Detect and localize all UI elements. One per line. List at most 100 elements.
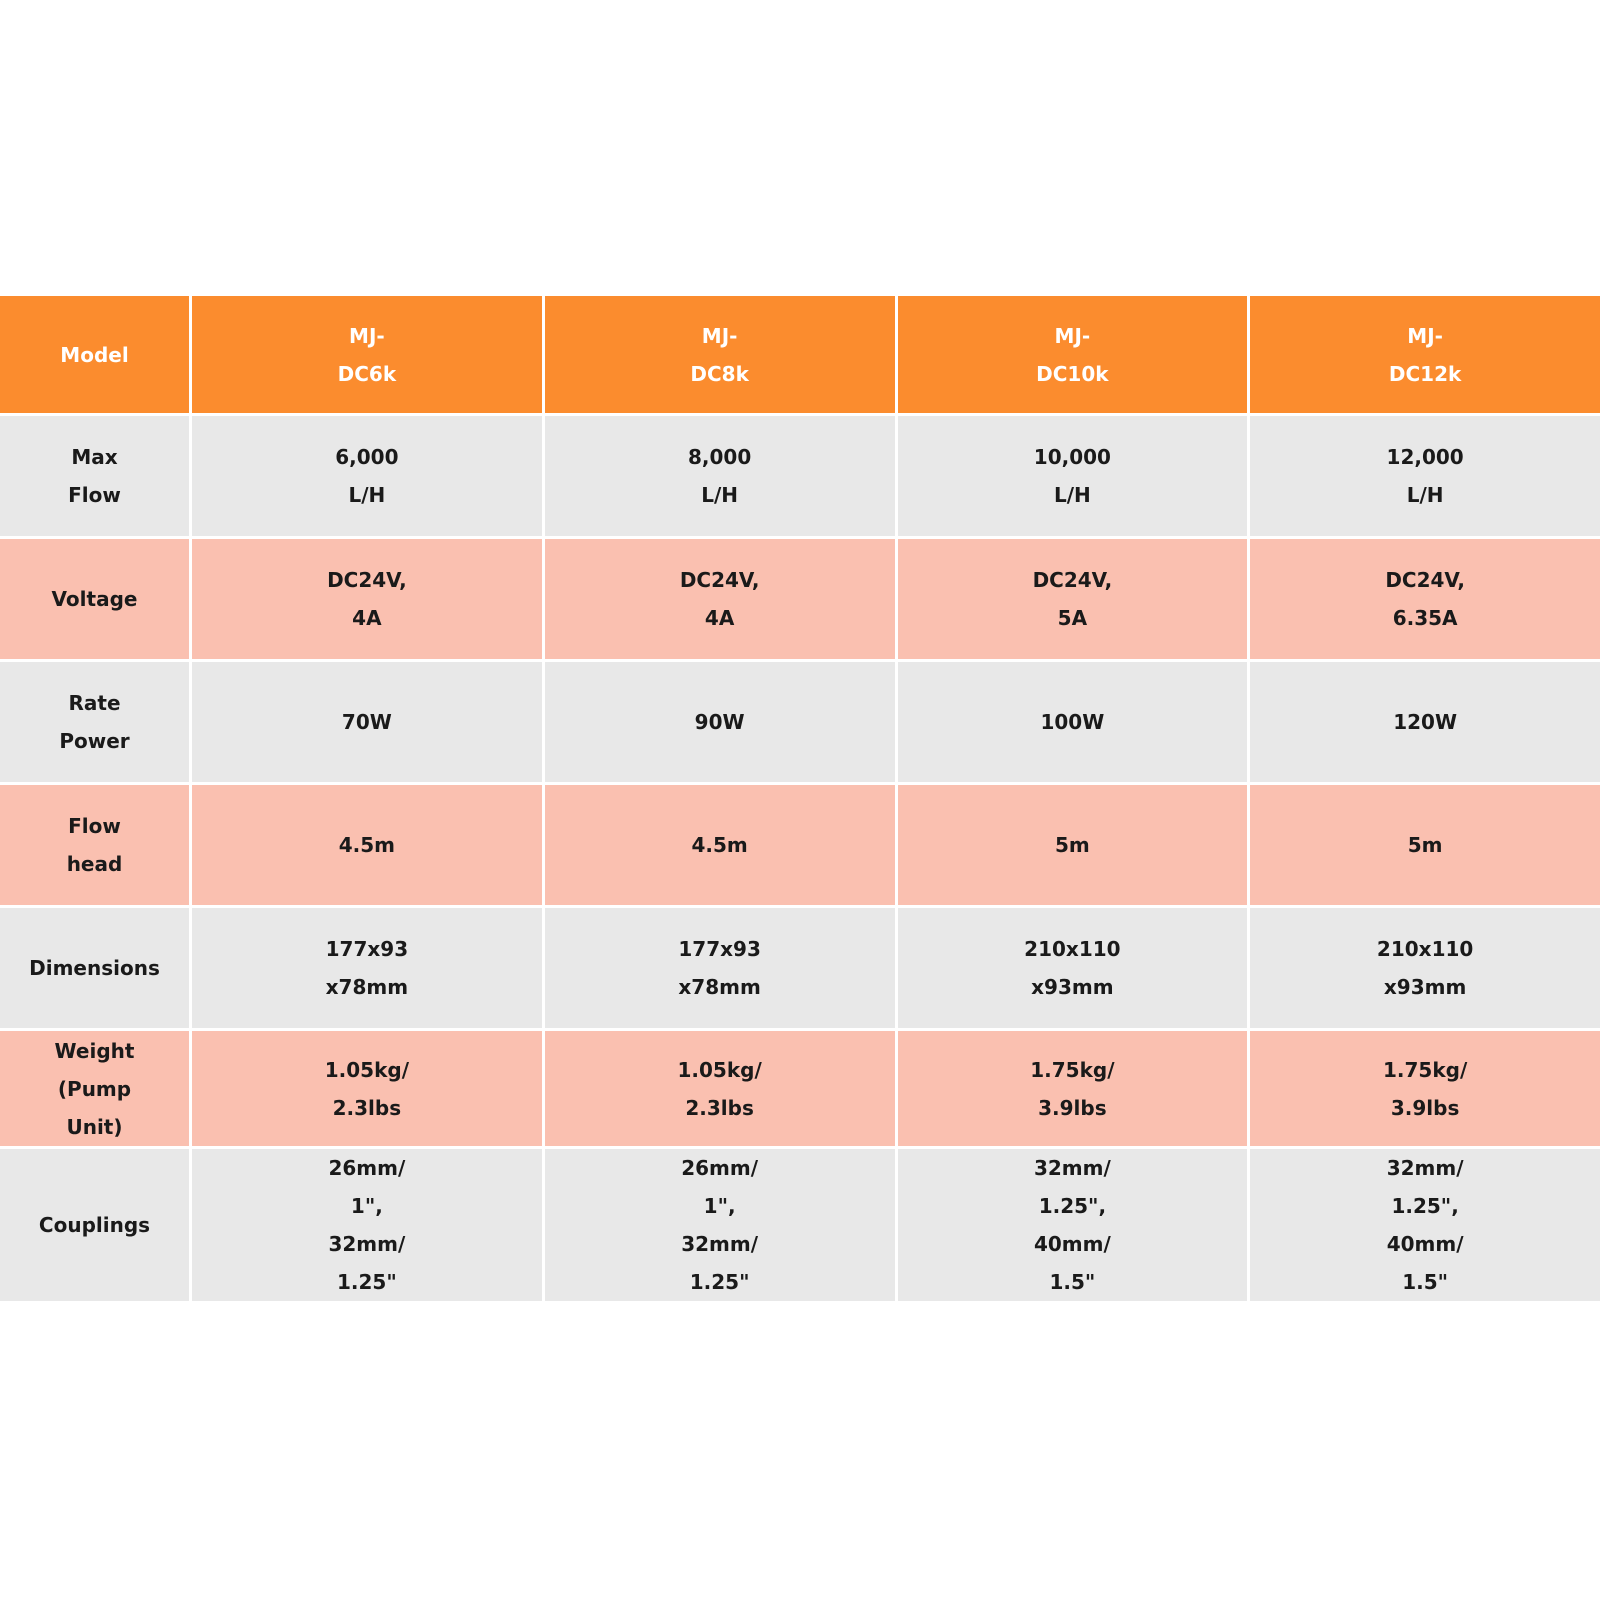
cell-text: Couplings: [38, 1213, 151, 1237]
cell-text: 1.25": [336, 1270, 397, 1294]
cell: 210x110 x93mm: [897, 908, 1248, 1028]
cell-text: 40mm/: [1033, 1232, 1111, 1256]
table-row: Model MJ- DC6k MJ- DC8k MJ- DC10k MJ- DC12k: [0, 296, 1600, 413]
cell: MJ- DC12k: [1250, 296, 1600, 413]
cell-text: 32mm/: [1386, 1156, 1464, 1180]
cell-text: Flow: [68, 483, 121, 507]
cell: 8,000 L/H: [544, 416, 895, 536]
cell-text: MJ-: [349, 323, 385, 348]
cell-text: head: [66, 852, 123, 876]
cell-text: 1.75kg/: [1030, 1057, 1115, 1082]
row-label: Voltage: [0, 539, 189, 659]
cell: DC24V, 4A: [544, 539, 895, 659]
row-label: Model: [0, 296, 189, 413]
cell-text: 1.05kg/: [324, 1057, 410, 1082]
cell: DC24V, 6.35A: [1250, 539, 1600, 659]
cell-text: DC10k: [1036, 361, 1109, 386]
cell-text: 26mm/: [681, 1156, 759, 1180]
cell: DC24V, 4A: [192, 539, 542, 659]
cell: 10,000 L/H: [897, 416, 1248, 536]
cell-text: 6.35A: [1392, 606, 1458, 630]
cell-text: 70W: [341, 710, 392, 734]
cell-text: Dimensions: [29, 956, 160, 980]
cell: 4.5m: [192, 785, 542, 905]
cell-text: 40mm/: [1386, 1232, 1464, 1256]
cell: 177x93 x78mm: [192, 908, 542, 1028]
row-label: Flow head: [0, 785, 189, 905]
cell-text: 4A: [704, 606, 735, 630]
cell-text: 1.5": [1049, 1270, 1096, 1294]
cell-text: 2.3lbs: [685, 1095, 754, 1120]
cell: 12,000 L/H: [1250, 416, 1600, 536]
cell-text: 10,000: [1033, 445, 1111, 469]
cell-text: 1",: [350, 1194, 383, 1218]
table-row: Rate Power 70W 90W 100W 120W: [0, 662, 1600, 782]
cell-text: x93mm: [1031, 975, 1114, 999]
cell: MJ- DC8k: [544, 296, 895, 413]
cell-text: 5m: [1407, 833, 1443, 857]
cell-text: 2.3lbs: [332, 1095, 402, 1120]
spec-table: Model MJ- DC6k MJ- DC8k MJ- DC10k MJ- DC12k Max Fl…: [0, 293, 1600, 1304]
cell-text: 1.25",: [1038, 1194, 1107, 1218]
cell-text: 4.5m: [691, 833, 748, 857]
cell-text: (Pump: [57, 1076, 132, 1101]
cell-text: 3.9lbs: [1038, 1095, 1107, 1120]
cell: 90W: [544, 662, 895, 782]
cell: 32mm/1.25", 40mm/1.5": [1250, 1149, 1600, 1301]
cell-text: 5m: [1054, 833, 1090, 857]
table-row: Weight (Pump Unit) 1.05kg/2.3lbs 1.05kg/2.3l…: [0, 1031, 1600, 1146]
row-label: Rate Power: [0, 662, 189, 782]
cell-text: x78mm: [678, 975, 761, 999]
cell-text: Voltage: [51, 587, 138, 611]
cell-text: 1.05kg/: [677, 1057, 762, 1082]
cell: 177x93 x78mm: [544, 908, 895, 1028]
cell-text: DC24V,: [679, 568, 760, 592]
cell-text: DC6k: [337, 361, 397, 386]
table-row: Couplings 26mm/1", 32mm/1.25" 26mm/1", 32mm/…: [0, 1149, 1600, 1301]
cell-text: 32mm/: [681, 1232, 759, 1256]
cell: 5m: [897, 785, 1248, 905]
cell-text: 4.5m: [338, 833, 396, 857]
cell: 1.75kg/3.9lbs: [1250, 1031, 1600, 1146]
cell: 1.05kg/2.3lbs: [544, 1031, 895, 1146]
cell-text: Model: [60, 342, 129, 367]
cell-text: L/H: [1053, 483, 1091, 507]
cell: MJ- DC6k: [192, 296, 542, 413]
cell-text: 1",: [703, 1194, 736, 1218]
cell: 32mm/1.25", 40mm/1.5": [897, 1149, 1248, 1301]
cell: 26mm/1", 32mm/1.25": [192, 1149, 542, 1301]
table-row: Flow head 4.5m 4.5m 5m 5m: [0, 785, 1600, 905]
cell: 100W: [897, 662, 1248, 782]
cell-text: 177x93: [325, 937, 409, 961]
cell: 6,000 L/H: [192, 416, 542, 536]
cell-text: DC24V,: [1032, 568, 1113, 592]
cell-text: Weight: [54, 1038, 135, 1063]
cell-text: 12,000: [1386, 445, 1464, 469]
cell-text: 26mm/: [328, 1156, 406, 1180]
cell-text: DC8k: [690, 361, 749, 386]
cell-text: Max: [71, 445, 118, 469]
cell: DC24V, 5A: [897, 539, 1248, 659]
cell-text: 32mm/: [1033, 1156, 1111, 1180]
cell: 1.75kg/3.9lbs: [897, 1031, 1248, 1146]
cell-text: Rate: [68, 691, 121, 715]
cell: 120W: [1250, 662, 1600, 782]
cell-text: L/H: [701, 483, 739, 507]
row-label: Weight (Pump Unit): [0, 1031, 189, 1146]
cell-text: 6,000: [335, 445, 399, 469]
cell: 1.05kg/2.3lbs: [192, 1031, 542, 1146]
cell-text: MJ-: [1407, 323, 1443, 348]
cell-text: DC12k: [1388, 361, 1462, 386]
cell-text: 120W: [1393, 710, 1458, 734]
cell: 5m: [1250, 785, 1600, 905]
cell-text: Flow: [68, 814, 121, 838]
cell-text: 177x93: [678, 937, 761, 961]
cell-text: Power: [59, 729, 130, 753]
cell-text: 1.25": [689, 1270, 750, 1294]
cell-text: 8,000: [687, 445, 752, 469]
cell-text: L/H: [348, 483, 386, 507]
table-row: Voltage DC24V, 4A DC24V, 4A DC24V, 5A DC24V, 6.3…: [0, 539, 1600, 659]
row-label: Dimensions: [0, 908, 189, 1028]
cell-text: DC24V,: [1385, 568, 1465, 592]
